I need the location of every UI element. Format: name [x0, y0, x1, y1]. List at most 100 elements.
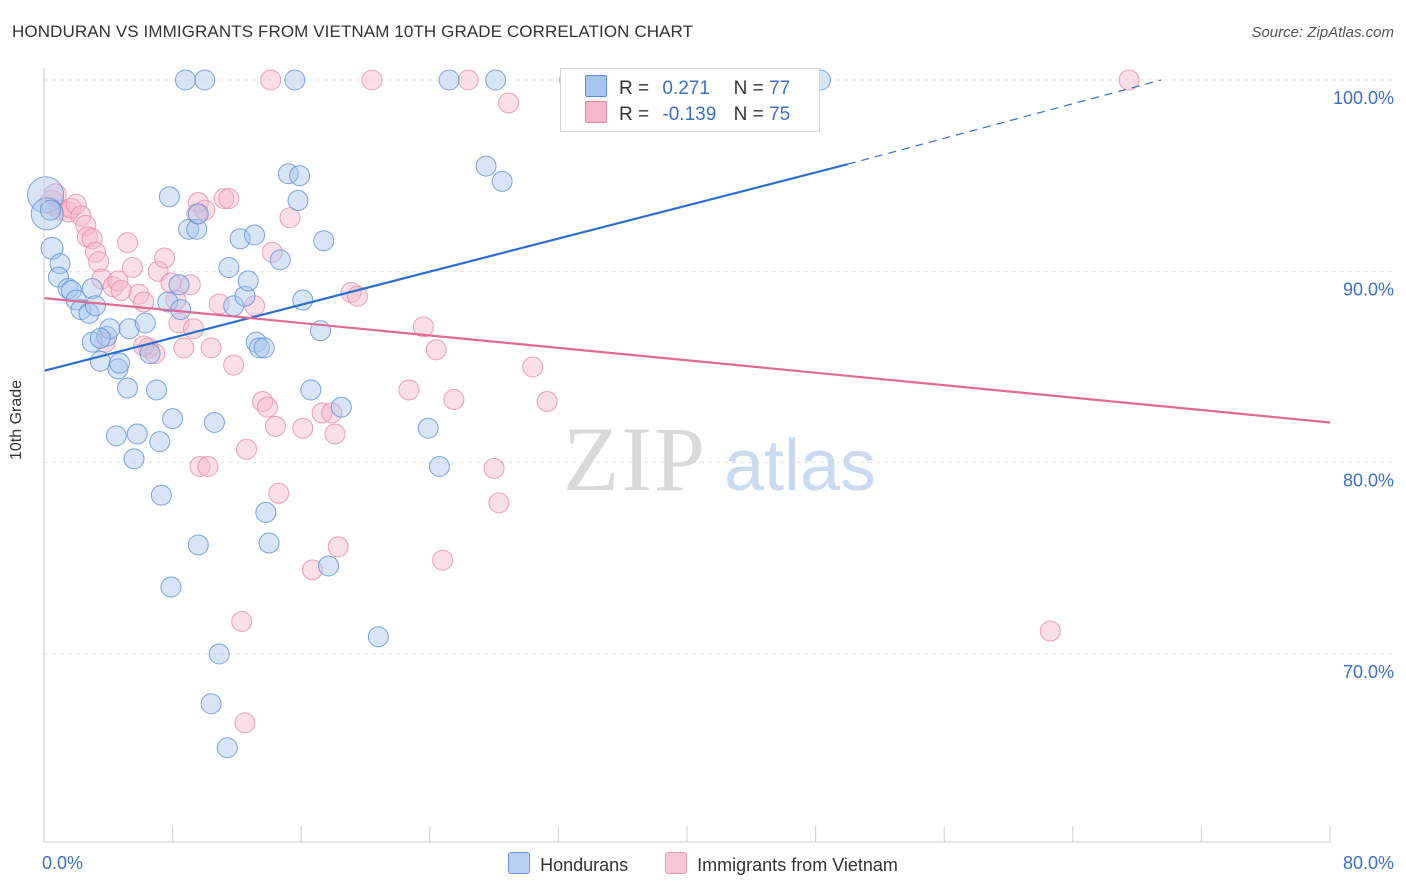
x-tick-label: 80.0% — [1343, 853, 1394, 873]
vietnam-point — [117, 232, 139, 254]
hondurans-point — [218, 257, 240, 279]
hondurans-point — [57, 278, 79, 300]
hondurans-point — [289, 165, 311, 187]
hondurans-point — [417, 417, 439, 439]
axes — [43, 68, 1331, 843]
vietnam-point — [234, 712, 256, 734]
vietnam-point — [498, 92, 520, 114]
vietnam-point — [327, 536, 349, 558]
hondurans-point — [187, 534, 209, 556]
correlation-legend: R = 0.271 N = 77 R = -0.139 N = 75 — [560, 68, 820, 132]
hondurans-point — [485, 69, 507, 91]
hondurans-point — [367, 626, 389, 648]
vietnam-point — [488, 492, 510, 514]
hondurans-point — [187, 203, 209, 225]
vietnam-point — [412, 316, 434, 338]
vietnam-point — [179, 274, 201, 296]
hondurans-point — [81, 278, 103, 300]
hondurans-point — [168, 274, 190, 296]
hondurans-point — [330, 396, 352, 418]
hondurans-point — [139, 343, 161, 365]
legend-r-value: 0.271 — [662, 78, 710, 99]
legend-swatch-vietnam — [665, 852, 688, 874]
hondurans-trend-line — [43, 163, 849, 372]
vietnam-point — [483, 457, 505, 479]
vietnam-point — [264, 415, 286, 437]
hondurans-point — [149, 431, 171, 453]
hondurans-point — [150, 484, 172, 506]
hondurans-point — [39, 199, 61, 221]
vietnam-point — [292, 417, 314, 439]
hondurans-point — [89, 350, 111, 372]
source-credit: Source: ZipAtlas.com — [1251, 24, 1394, 41]
legend-item-vietnam: Immigrants from Vietnam — [665, 852, 898, 876]
vietnam-point — [443, 389, 465, 411]
vietnam-point — [256, 396, 278, 418]
legend-item-hondurans: Hondurans — [508, 852, 628, 876]
hondurans-point — [30, 197, 64, 231]
legend-n-label: N = — [733, 104, 764, 125]
hondurans-point — [27, 176, 65, 214]
vietnam-point — [324, 423, 346, 445]
hondurans-point — [313, 230, 335, 252]
vietnam-point — [432, 549, 454, 571]
hondurans-point — [118, 318, 140, 340]
series-vietnam-points — [39, 69, 1140, 734]
vietnam-point — [301, 559, 323, 581]
vietnam-point — [457, 69, 479, 91]
vietnam-point — [70, 205, 92, 227]
hondurans-point — [248, 337, 270, 359]
series-hondurans-points — [27, 69, 831, 759]
vietnam-point — [223, 354, 245, 376]
hondurans-point — [126, 423, 148, 445]
hondurans-point — [428, 455, 450, 477]
legend-row-hondurans: R = 0.271 N = 77 — [585, 75, 790, 101]
vietnam-point — [236, 438, 258, 460]
hondurans-trend-extension — [847, 79, 1162, 165]
hondurans-point — [117, 377, 139, 399]
vietnam-point — [189, 455, 211, 477]
vietnam-point — [197, 455, 219, 477]
legend-n-value: 77 — [769, 78, 791, 99]
hondurans-point — [84, 295, 106, 317]
legend-swatch-vietnam — [585, 101, 607, 123]
legend-r-value: -0.139 — [662, 104, 717, 125]
hondurans-point — [178, 218, 200, 240]
hondurans-point — [475, 155, 497, 177]
x-tick-label: 0.0% — [42, 853, 83, 873]
vietnam-point — [425, 339, 447, 361]
legend-n-label: N = — [733, 78, 764, 99]
hondurans-point — [105, 425, 127, 447]
vietnam-point — [218, 188, 240, 210]
hondurans-point — [237, 270, 259, 292]
watermark-zip: ZIP — [563, 408, 707, 510]
hondurans-point — [134, 312, 156, 334]
hondurans-point — [216, 737, 238, 759]
legend-r-label: R = — [619, 78, 650, 99]
vietnam-point — [1118, 69, 1140, 91]
hondurans-point — [284, 69, 306, 91]
hondurans-point — [255, 501, 277, 523]
vietnam-point — [321, 402, 343, 424]
vietnam-point — [536, 390, 558, 412]
chart-title: HONDURAN VS IMMIGRANTS FROM VIETNAM 10TH… — [12, 22, 694, 41]
hondurans-point — [109, 352, 131, 374]
vietnam-point — [361, 69, 383, 91]
hondurans-point — [160, 576, 182, 598]
vietnam-point — [110, 279, 132, 301]
vietnam-point — [231, 610, 253, 632]
vietnam-point — [173, 337, 195, 359]
vietnam-trend-line — [43, 297, 1331, 424]
hondurans-point — [89, 327, 111, 349]
hondurans-point — [208, 643, 230, 665]
hondurans-point — [277, 163, 299, 185]
vietnam-point — [75, 214, 97, 236]
legend-row-vietnam: R = -0.139 N = 75 — [585, 101, 790, 127]
hondurans-point — [194, 69, 216, 91]
legend-n-value: 75 — [769, 104, 791, 125]
vietnam-point — [182, 318, 204, 340]
vietnam-point — [522, 356, 544, 378]
legend-label-vietnam: Immigrants from Vietnam — [697, 855, 898, 875]
vietnam-point — [168, 312, 190, 334]
